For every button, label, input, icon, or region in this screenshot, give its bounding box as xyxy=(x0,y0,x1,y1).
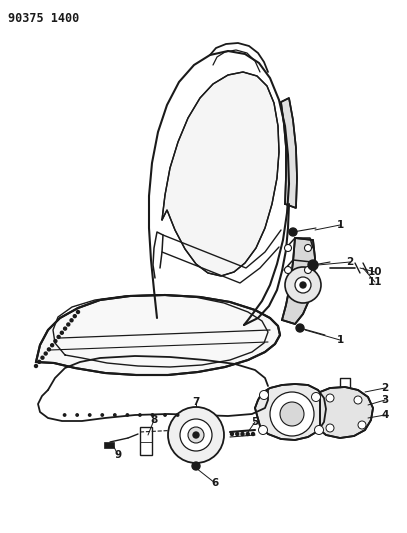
Circle shape xyxy=(284,245,291,252)
Circle shape xyxy=(139,414,141,416)
Text: 8: 8 xyxy=(150,415,158,425)
Circle shape xyxy=(296,324,304,332)
Circle shape xyxy=(126,414,129,416)
Circle shape xyxy=(304,266,311,273)
Circle shape xyxy=(35,365,37,367)
Circle shape xyxy=(76,414,79,416)
Circle shape xyxy=(252,432,254,435)
Circle shape xyxy=(114,414,116,416)
Circle shape xyxy=(77,311,79,313)
Circle shape xyxy=(193,432,199,438)
Polygon shape xyxy=(162,72,279,276)
Circle shape xyxy=(280,402,304,426)
Text: 5: 5 xyxy=(252,417,258,427)
Text: 2: 2 xyxy=(381,383,389,393)
Text: 3: 3 xyxy=(381,395,389,405)
Circle shape xyxy=(70,319,73,322)
Circle shape xyxy=(230,432,234,435)
Circle shape xyxy=(168,407,224,463)
Circle shape xyxy=(63,327,67,330)
Circle shape xyxy=(101,414,103,416)
Circle shape xyxy=(176,414,179,416)
Circle shape xyxy=(315,425,324,434)
Circle shape xyxy=(308,260,318,270)
Text: 90375 1400: 90375 1400 xyxy=(8,12,79,25)
Text: 1: 1 xyxy=(336,220,344,230)
Text: 10: 10 xyxy=(368,267,382,277)
Circle shape xyxy=(151,414,154,416)
Text: 6: 6 xyxy=(211,478,219,488)
Circle shape xyxy=(38,360,41,364)
Circle shape xyxy=(192,462,200,470)
Circle shape xyxy=(54,340,57,343)
Circle shape xyxy=(188,427,204,443)
Circle shape xyxy=(88,414,91,416)
Circle shape xyxy=(180,419,212,451)
Text: 1: 1 xyxy=(336,335,344,345)
Polygon shape xyxy=(320,387,373,438)
Circle shape xyxy=(358,421,366,429)
Circle shape xyxy=(50,344,54,347)
Circle shape xyxy=(67,323,70,326)
Circle shape xyxy=(270,392,314,436)
Circle shape xyxy=(60,332,63,334)
Polygon shape xyxy=(282,238,315,324)
Circle shape xyxy=(289,228,297,236)
FancyBboxPatch shape xyxy=(140,427,152,455)
Circle shape xyxy=(41,356,44,359)
Circle shape xyxy=(48,348,50,351)
Circle shape xyxy=(326,394,334,402)
FancyBboxPatch shape xyxy=(104,442,114,448)
Circle shape xyxy=(164,414,166,416)
Circle shape xyxy=(311,392,320,401)
Circle shape xyxy=(260,391,269,400)
Text: 11: 11 xyxy=(368,277,382,287)
Circle shape xyxy=(295,277,311,293)
Circle shape xyxy=(236,432,239,435)
Text: 2: 2 xyxy=(346,257,354,267)
Text: 4: 4 xyxy=(381,410,389,420)
Circle shape xyxy=(300,282,306,288)
Polygon shape xyxy=(36,295,280,375)
Circle shape xyxy=(354,396,362,404)
Circle shape xyxy=(285,267,321,303)
Text: 9: 9 xyxy=(114,450,122,460)
Polygon shape xyxy=(281,98,297,208)
Circle shape xyxy=(284,266,291,273)
Circle shape xyxy=(44,352,47,355)
Text: 7: 7 xyxy=(193,397,200,407)
Circle shape xyxy=(57,335,60,338)
Circle shape xyxy=(304,245,311,252)
Circle shape xyxy=(73,314,76,318)
Circle shape xyxy=(63,414,66,416)
Circle shape xyxy=(241,432,244,435)
Circle shape xyxy=(258,425,267,434)
Circle shape xyxy=(246,432,249,435)
Circle shape xyxy=(326,424,334,432)
Polygon shape xyxy=(255,384,326,440)
